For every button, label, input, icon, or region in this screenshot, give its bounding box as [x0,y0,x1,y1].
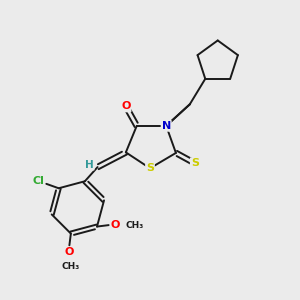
Text: N: N [162,121,171,131]
Text: O: O [121,101,130,111]
Text: CH₃: CH₃ [62,262,80,271]
Text: H: H [85,160,94,170]
Text: O: O [111,220,120,230]
Text: Cl: Cl [32,176,44,186]
Text: S: S [191,158,199,168]
Text: CH₃: CH₃ [126,221,144,230]
Text: S: S [146,163,154,173]
Text: O: O [65,248,74,257]
